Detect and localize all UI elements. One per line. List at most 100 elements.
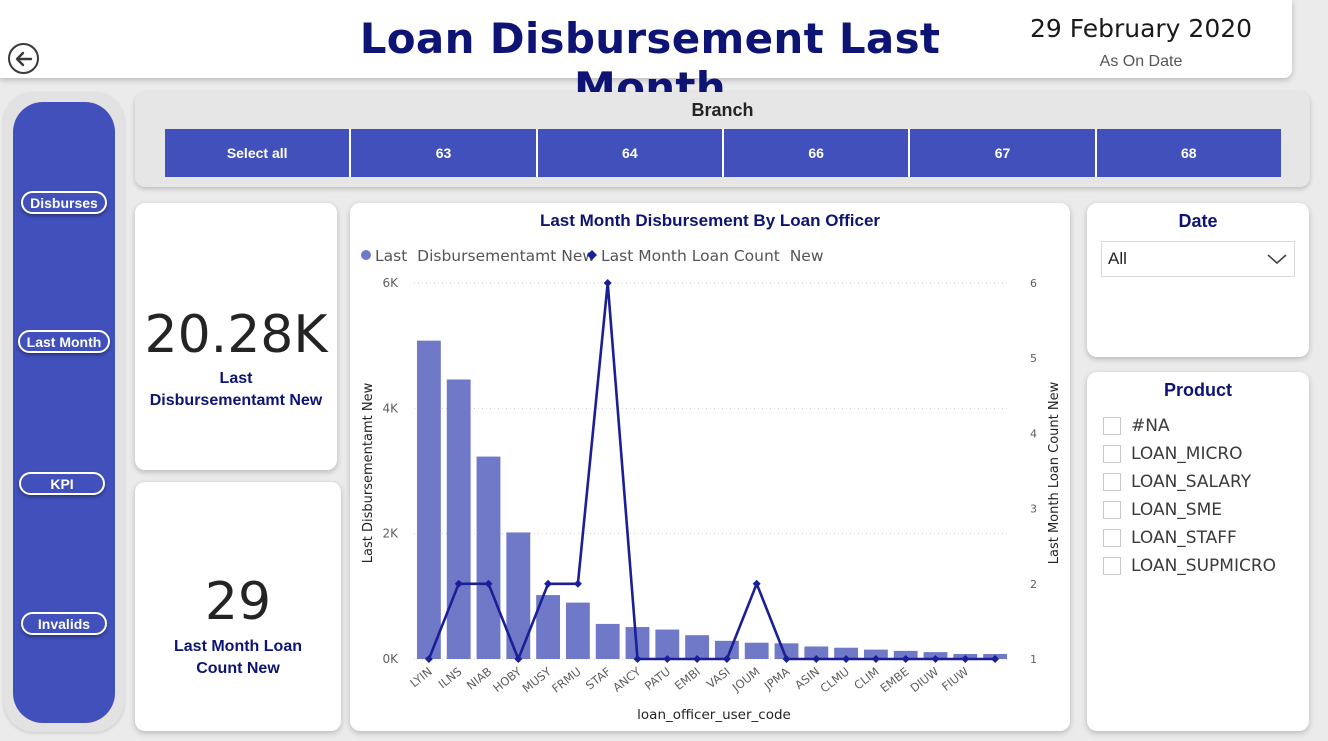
x-tick-label: HOBY [490, 664, 525, 695]
kpi-label-line: Disbursementamt New [149, 392, 323, 409]
line-point [484, 579, 493, 588]
checkbox[interactable] [1103, 445, 1121, 463]
bar [893, 650, 918, 659]
nav-disburses-button[interactable]: Disburses [21, 191, 107, 214]
bar [834, 647, 859, 659]
as-on-date-value: 29 February 2020 [1029, 14, 1253, 43]
product-option-loan-supmicro[interactable]: LOAN_SUPMICRO [1103, 552, 1276, 580]
product-option-label: LOAN_STAFF [1131, 528, 1237, 548]
checkbox[interactable] [1103, 417, 1121, 435]
product-option-label: LOAN_SME [1131, 500, 1222, 520]
bar [595, 623, 620, 659]
branch-option-66[interactable]: 66 [723, 129, 911, 177]
branch-slicer: Branch Select all 63 64 66 67 68 [135, 92, 1310, 187]
x-tick-label: ILNS [436, 664, 465, 691]
combo-chart: Last Month Disbursement By Loan Officer … [361, 211, 1062, 723]
x-tick-label: ASIN [792, 664, 822, 692]
kpi-label: Last Disbursementamt New [145, 368, 327, 412]
bar [804, 646, 829, 659]
arrow-left-icon [15, 51, 32, 66]
line-point [901, 655, 910, 663]
y2-tick-label: 4 [1030, 427, 1037, 440]
branch-options: Select all 63 64 66 67 68 [165, 129, 1281, 177]
line-point [544, 579, 553, 588]
kpi-card-loan-count: 29 Last Month Loan Count New [135, 482, 341, 731]
product-option-na[interactable]: #NA [1103, 412, 1276, 440]
bar [536, 595, 561, 659]
y2-tick-label: 3 [1030, 503, 1037, 516]
line-path [427, 281, 996, 661]
x-tick-label: VASI [704, 664, 733, 691]
x-tick-label: LYIN [407, 664, 434, 690]
nav-invalids-button[interactable]: Invalids [21, 612, 107, 635]
x-tick-label: JPMA [761, 664, 793, 693]
product-options: #NA LOAN_MICRO LOAN_SALARY LOAN_SME LOAN… [1103, 412, 1276, 580]
line-point [603, 279, 612, 287]
bar [476, 456, 501, 659]
page-title: Loan Disbursement Last Month [359, 14, 941, 112]
product-option-loan-salary[interactable]: LOAN_SALARY [1103, 468, 1276, 496]
line-point [454, 579, 463, 588]
branch-option-68[interactable]: 68 [1096, 129, 1281, 177]
back-button[interactable] [8, 43, 39, 74]
legend-line-label: Last Month Loan Count New [601, 247, 824, 265]
x-tick-label: FRMU [549, 664, 584, 695]
nav-kpi-button[interactable]: KPI [19, 472, 105, 495]
bar [416, 340, 441, 659]
bar [506, 532, 531, 659]
y2-axis-label: Last Month Loan Count New [1047, 381, 1062, 564]
x-tick-label: MUSY [520, 664, 555, 696]
date-dropdown[interactable]: All [1101, 241, 1295, 277]
branch-option-63[interactable]: 63 [351, 129, 538, 177]
checkbox[interactable] [1103, 529, 1121, 547]
x-tick-label: EMBE [877, 664, 911, 695]
x-tick-label: PATU [642, 664, 673, 693]
date-slicer: Date All [1087, 203, 1309, 357]
branch-option-67[interactable]: 67 [910, 129, 1097, 177]
x-tick-label: NIAB [464, 664, 495, 692]
product-option-label: #NA [1131, 416, 1170, 436]
product-option-loan-sme[interactable]: LOAN_SME [1103, 496, 1276, 524]
x-axis-label: loan_officer_user_code [637, 707, 791, 723]
y2-tick-label: 5 [1030, 352, 1037, 365]
kpi-label-line: Count New [196, 660, 280, 677]
branch-option-64[interactable]: 64 [537, 129, 724, 177]
line-point [812, 655, 821, 663]
line-point [633, 655, 642, 663]
branch-option-select-all[interactable]: Select all [165, 129, 352, 177]
nav-last-month-button[interactable]: Last Month [18, 330, 110, 353]
bar [685, 635, 710, 659]
x-tick-label: ANCY [610, 664, 644, 695]
product-option-loan-staff[interactable]: LOAN_STAFF [1103, 524, 1276, 552]
line-point [752, 579, 761, 588]
x-tick-label: CLMU [817, 664, 851, 695]
x-tick-label: DIUW [907, 664, 941, 695]
line-point [424, 655, 433, 663]
bar [565, 602, 590, 659]
bar [446, 379, 471, 659]
product-option-label: LOAN_SUPMICRO [1131, 556, 1277, 576]
product-slicer-title: Product [1163, 380, 1232, 400]
line-point [871, 655, 880, 663]
grid-lines [414, 282, 1010, 660]
product-option-label: LOAN_MICRO [1131, 444, 1243, 464]
line-point [782, 655, 791, 663]
chart-card: Last Month Disbursement By Loan Officer … [350, 203, 1070, 731]
branch-slicer-title: Branch [691, 100, 754, 120]
bar [863, 649, 888, 659]
checkbox[interactable] [1103, 501, 1121, 519]
checkbox[interactable] [1103, 473, 1121, 491]
line-point [722, 655, 731, 663]
x-tick-label: EMBI [672, 664, 703, 693]
date-slicer-title: Date [1178, 211, 1218, 231]
y-tick-label: 2K [382, 527, 399, 541]
y-tick-label: 4K [382, 401, 399, 415]
product-option-loan-micro[interactable]: LOAN_MICRO [1103, 440, 1276, 468]
line-point [961, 655, 970, 663]
kpi-label: Last Month Loan Count New [145, 636, 331, 680]
checkbox[interactable] [1103, 557, 1121, 575]
chevron-down-icon [1267, 254, 1287, 265]
y-tick-label: 0K [382, 652, 399, 666]
y-tick-label: 6K [382, 276, 399, 290]
